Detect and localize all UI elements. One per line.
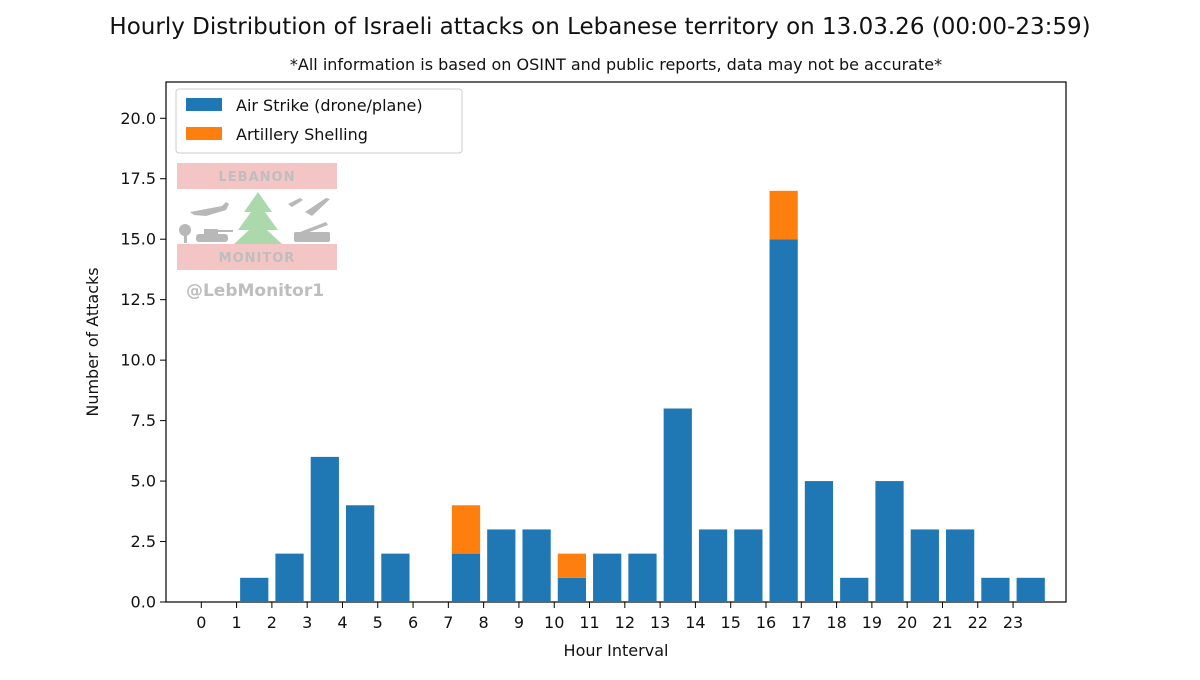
bar-air-strike-hour-3 <box>310 456 339 602</box>
y-tick-label: 17.5 <box>120 169 156 188</box>
x-tick-label: 9 <box>514 613 524 632</box>
x-tick-label: 3 <box>302 613 312 632</box>
bar-air-strike-hour-11 <box>593 553 622 602</box>
x-tick-label: 16 <box>756 613 776 632</box>
x-tick-label: 8 <box>479 613 489 632</box>
watermark-band-bottom <box>177 244 337 270</box>
bar-air-strike-hour-1 <box>240 577 269 602</box>
y-axis-label: Number of Attacks <box>83 267 102 416</box>
bar-air-strike-hour-7 <box>451 553 481 602</box>
x-tick-label: 2 <box>267 613 277 632</box>
x-tick-label: 5 <box>373 613 383 632</box>
bar-air-strike-hour-9 <box>522 529 551 602</box>
bar-air-strike-hour-17 <box>804 481 834 602</box>
x-tick-label: 13 <box>650 613 670 632</box>
bar-air-strike-hour-21 <box>946 529 975 602</box>
y-axis: 0.0 2.5 5.0 7.5 10.0 12.5 15.0 17.5 20.0 <box>120 109 166 612</box>
legend-box <box>175 88 463 154</box>
bar-air-strike-hour-18 <box>840 577 869 602</box>
legend-label-air-strike: Air Strike (drone/plane) <box>236 96 423 115</box>
bar-air-strike-hour-5 <box>381 553 410 602</box>
watermark-band-top <box>177 163 337 189</box>
x-tick-label: 23 <box>1003 613 1023 632</box>
y-tick-label: 12.5 <box>120 290 156 309</box>
bar-air-strike-hour-12 <box>628 553 657 602</box>
bars-group <box>240 190 1045 602</box>
x-tick-label: 15 <box>721 613 741 632</box>
x-tick-label: 7 <box>443 613 453 632</box>
y-tick-label: 2.5 <box>131 532 156 551</box>
x-tick-label: 0 <box>196 613 206 632</box>
y-tick-label: 10.0 <box>120 351 156 370</box>
x-tick-label: 17 <box>791 613 811 632</box>
x-tick-label: 12 <box>615 613 635 632</box>
x-tick-label: 18 <box>826 613 846 632</box>
tank-icon <box>179 224 233 243</box>
bar-air-strike-hour-2 <box>275 553 304 602</box>
bar-artillery-hour-7 <box>451 505 481 554</box>
y-tick-label: 0.0 <box>131 593 156 612</box>
legend-label-artillery: Artillery Shelling <box>236 125 368 144</box>
legend-swatch-air-strike <box>186 98 222 111</box>
x-tick-label: 11 <box>579 613 599 632</box>
x-tick-label: 1 <box>231 613 241 632</box>
x-tick-label: 14 <box>685 613 705 632</box>
bar-air-strike-hour-14 <box>698 529 728 602</box>
legend-swatch-artillery <box>186 127 222 140</box>
y-tick-label: 5.0 <box>131 472 156 491</box>
y-tick-label: 7.5 <box>131 411 156 430</box>
bar-air-strike-hour-20 <box>910 529 939 602</box>
watermark-handle: @LebMonitor1 <box>186 281 324 301</box>
watermark-bottom-text: MONITOR <box>219 251 296 266</box>
bar-air-strike-hour-8 <box>487 529 516 602</box>
x-axis-label: Hour Interval <box>564 641 669 660</box>
bar-air-strike-hour-13 <box>663 408 692 602</box>
bar-air-strike-hour-23 <box>1016 577 1045 602</box>
y-tick-label: 20.0 <box>120 109 156 128</box>
bar-air-strike-hour-10 <box>557 577 586 602</box>
legend: Air Strike (drone/plane) Artillery Shell… <box>175 88 463 154</box>
watermark-top-text: LEBANON <box>219 170 296 185</box>
x-tick-label: 20 <box>897 613 917 632</box>
truck-icon <box>294 222 330 242</box>
watermark-logo: LEBANON MONITOR @LebMonitor1 <box>177 163 337 301</box>
aircraft-icon <box>190 198 330 216</box>
x-tick-label: 6 <box>408 613 418 632</box>
bar-artillery-hour-16 <box>769 190 798 240</box>
bar-air-strike-hour-22 <box>981 577 1010 602</box>
bar-artillery-hour-10 <box>557 553 586 578</box>
chart-subtitle: *All information is based on OSINT and p… <box>290 55 942 74</box>
chart-title: Hourly Distribution of Israeli attacks o… <box>109 14 1090 40</box>
x-tick-label: 4 <box>337 613 347 632</box>
x-tick-label: 10 <box>544 613 564 632</box>
y-tick-label: 15.0 <box>120 230 156 249</box>
bar-air-strike-hour-19 <box>875 481 904 602</box>
x-tick-label: 19 <box>862 613 882 632</box>
bar-air-strike-hour-15 <box>734 529 763 602</box>
x-axis: 0 1 2 3 4 5 6 7 8 9 10 11 12 13 14 15 16 17 18 19 20 21 22 23 <box>196 602 1023 632</box>
x-tick-label: 22 <box>968 613 988 632</box>
x-tick-label: 21 <box>932 613 952 632</box>
bar-air-strike-hour-4 <box>346 505 375 602</box>
plot-frame <box>165 81 1067 603</box>
bar-air-strike-hour-16 <box>769 239 798 602</box>
